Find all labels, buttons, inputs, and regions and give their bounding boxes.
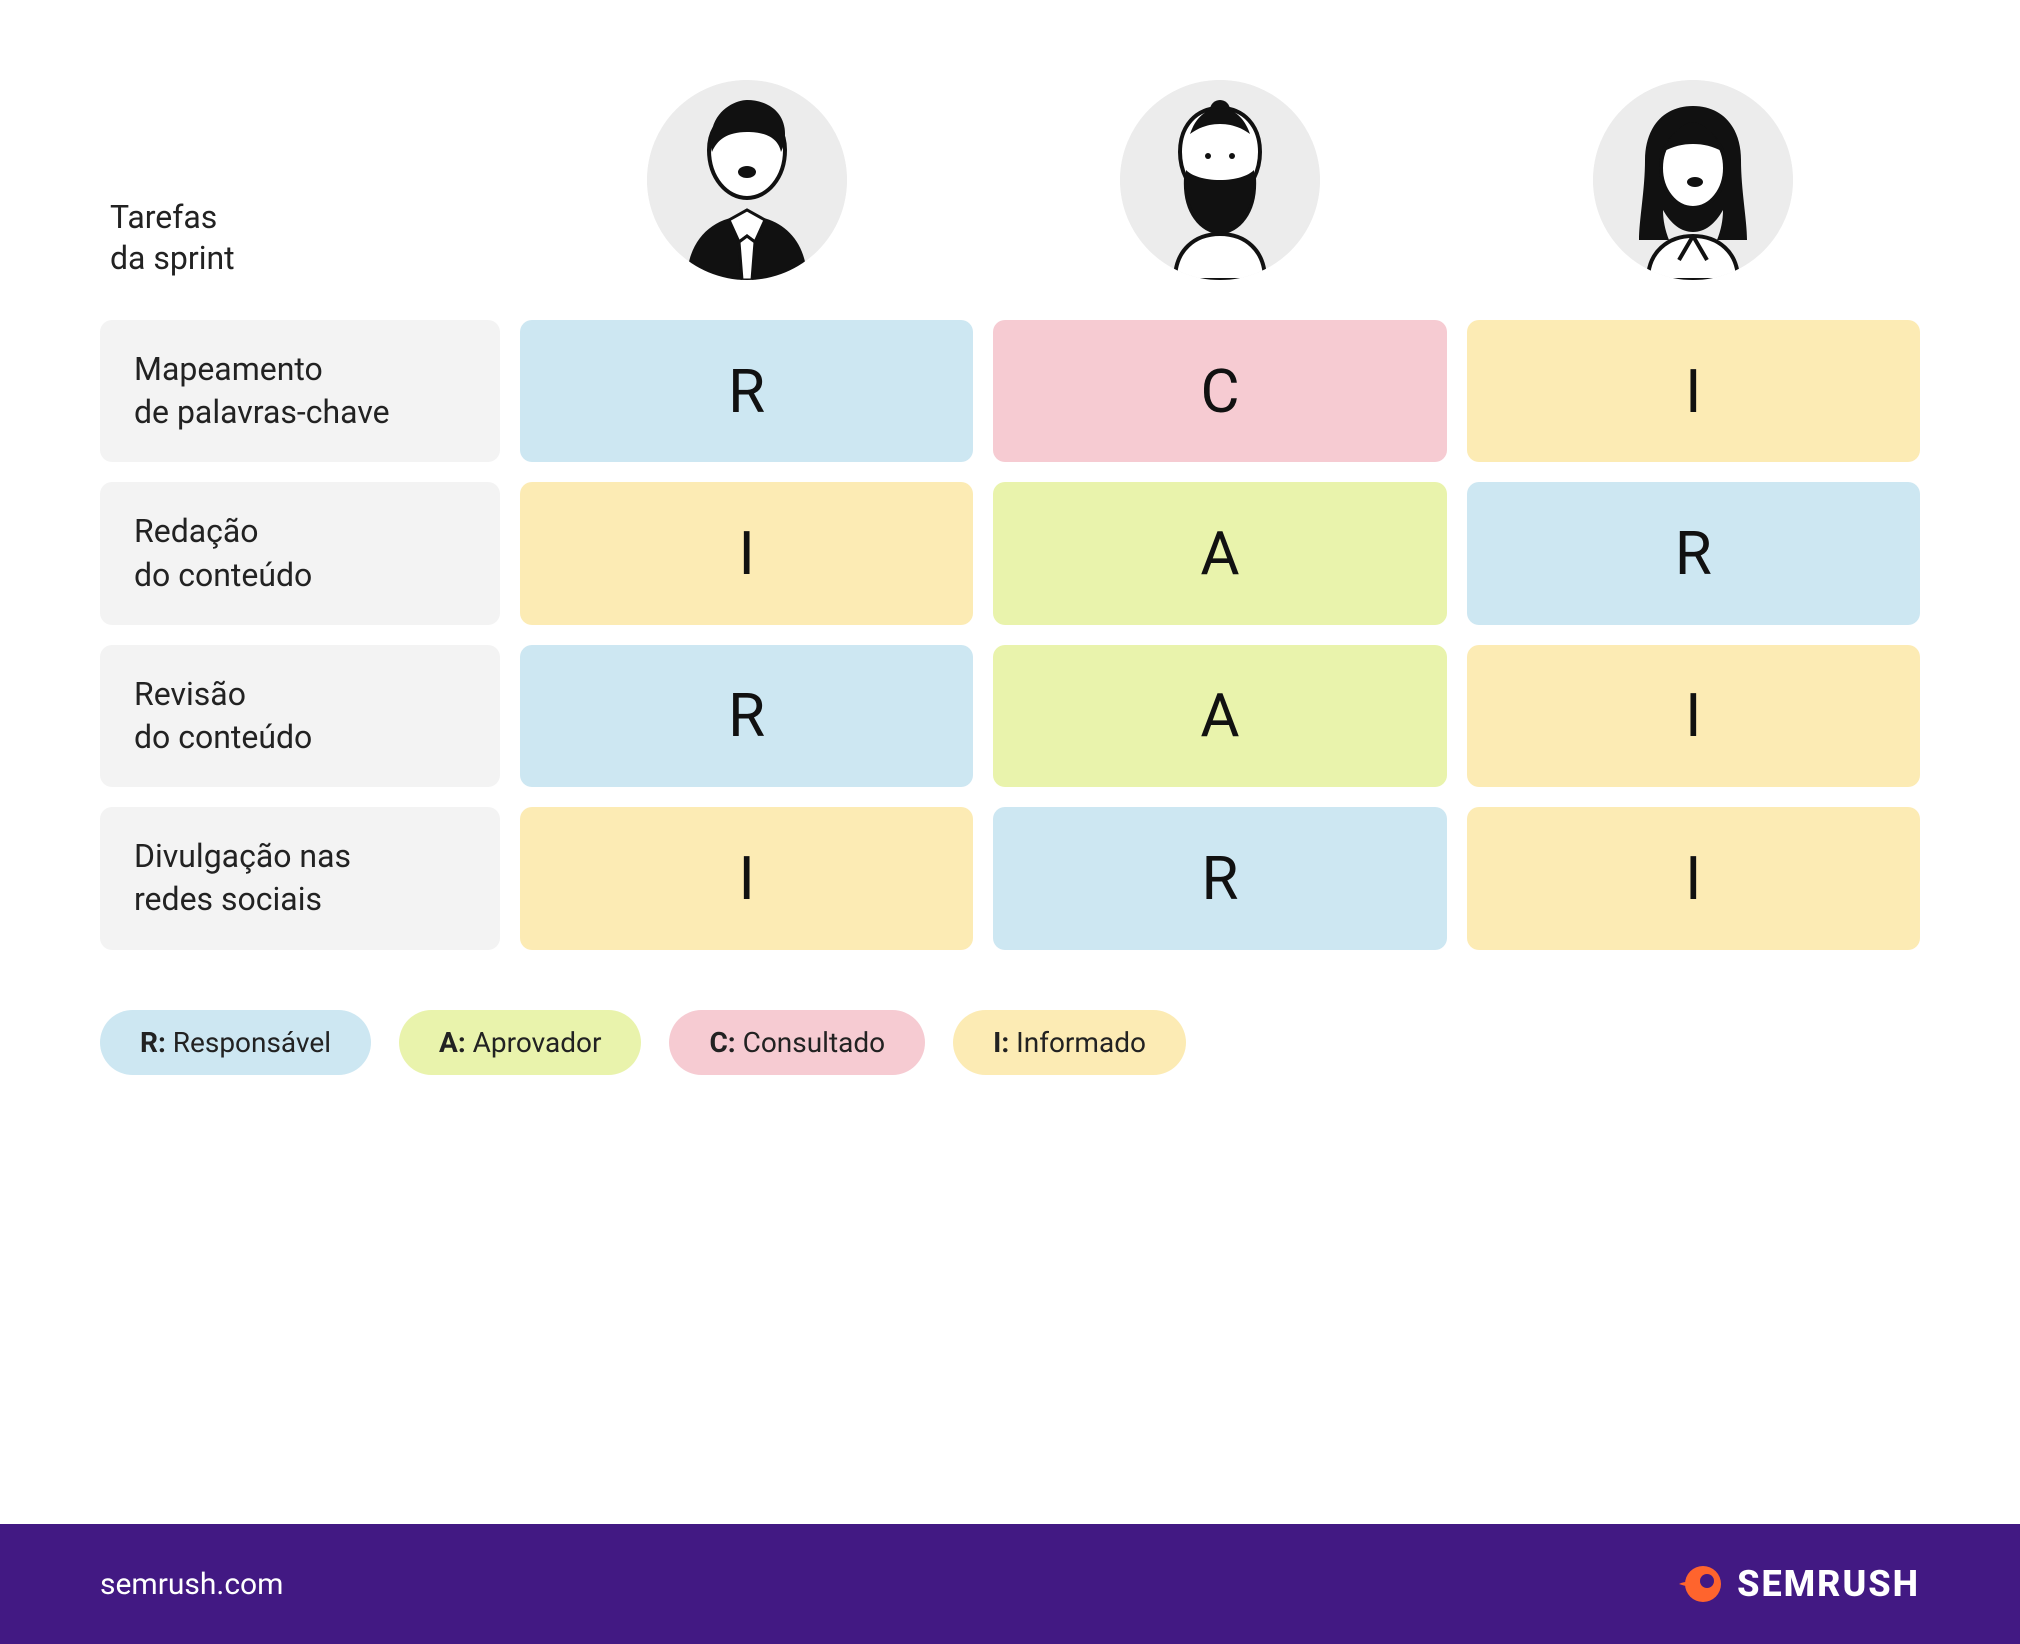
persona-avatar-woman — [1593, 80, 1793, 280]
footer-url: semrush.com — [100, 1567, 283, 1602]
raci-cell-i: I — [520, 482, 973, 624]
legend-i: I: Informado — [953, 1010, 1186, 1075]
footer-brand-text: SEMRUSH — [1737, 1563, 1920, 1605]
raci-cell-r: R — [1467, 482, 1920, 624]
persona-avatar-man-suit — [647, 80, 847, 280]
raci-cell-a: A — [993, 482, 1446, 624]
tasks-header-text: Tarefasda sprint — [110, 197, 235, 280]
raci-cell-i: I — [520, 807, 973, 949]
raci-cell-r: R — [993, 807, 1446, 949]
infographic-content: Tarefasda sprint — [0, 0, 2020, 1075]
task-label: Redaçãodo conteúdo — [100, 482, 500, 624]
avatar-icon-man-suit — [647, 80, 847, 280]
raci-matrix: Tarefasda sprint — [100, 80, 1920, 950]
persona-1-cell — [520, 80, 973, 300]
semrush-fireball-icon — [1673, 1559, 1723, 1609]
persona-2-cell — [993, 80, 1446, 300]
raci-cell-c: C — [993, 320, 1446, 462]
raci-cell-i: I — [1467, 645, 1920, 787]
legend-c: C: Consultado — [669, 1010, 925, 1075]
raci-cell-r: R — [520, 645, 973, 787]
raci-cell-a: A — [993, 645, 1446, 787]
raci-legend: R: Responsável A: Aprovador C: Consultado I… — [100, 1010, 1920, 1075]
raci-cell-r: R — [520, 320, 973, 462]
task-label: Mapeamentode palavras-chave — [100, 320, 500, 462]
footer-logo: SEMRUSH — [1673, 1559, 1920, 1609]
persona-3-cell — [1467, 80, 1920, 300]
raci-cell-i: I — [1467, 807, 1920, 949]
task-label: Divulgação nasredes sociais — [100, 807, 500, 949]
brand-footer: semrush.com SEMRUSH — [0, 1524, 2020, 1644]
avatar-icon-man-beard — [1120, 80, 1320, 280]
raci-cell-i: I — [1467, 320, 1920, 462]
legend-r: R: Responsável — [100, 1010, 371, 1075]
persona-avatar-man-beard — [1120, 80, 1320, 280]
avatar-icon-woman — [1593, 80, 1793, 280]
tasks-header-label: Tarefasda sprint — [100, 80, 500, 300]
task-label: Revisãodo conteúdo — [100, 645, 500, 787]
legend-a: A: Aprovador — [399, 1010, 641, 1075]
